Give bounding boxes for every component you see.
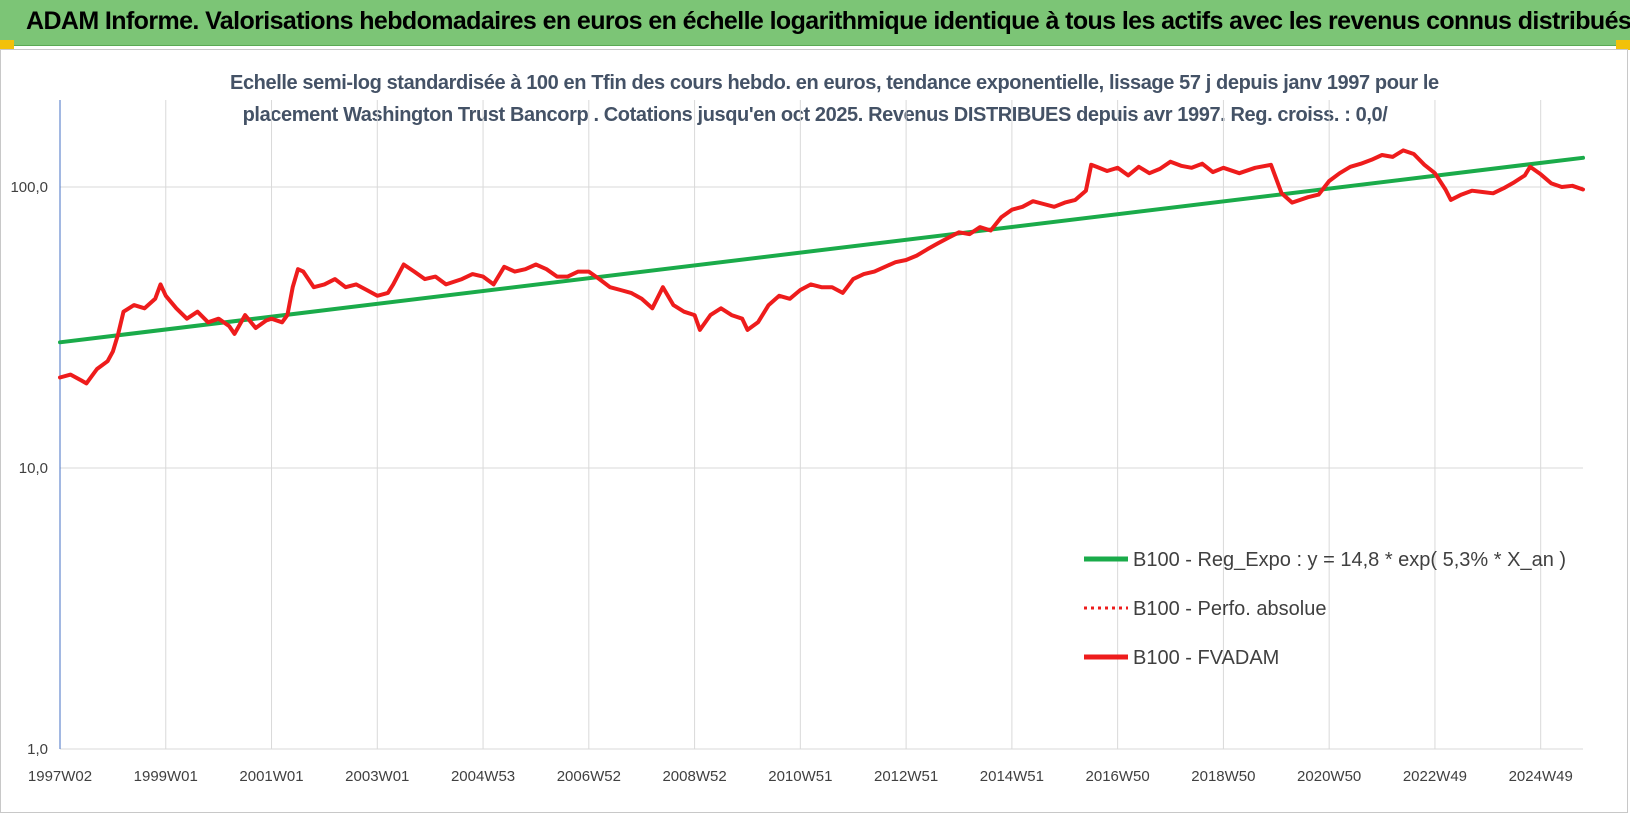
chart-area [0,49,1628,813]
series-line-0 [58,155,1585,345]
x-tick-label: 2001W01 [239,768,303,785]
x-tick-label: 2012W51 [874,768,938,785]
y-tick-label: 1,0 [27,741,48,758]
x-tick-label: 2018W50 [1191,768,1255,785]
x-tick-label: 2008W52 [662,768,726,785]
y-tick-label: 100,0 [10,179,48,196]
y-tick-label: 10,0 [19,460,48,477]
x-tick-label: 2010W51 [768,768,832,785]
x-tick-label: 2024W49 [1509,768,1573,785]
x-tick-label: 2014W51 [980,768,1044,785]
corner-marker-right [1616,40,1630,50]
x-tick-label: 2020W50 [1297,768,1361,785]
corner-marker-left [0,40,14,50]
legend-label-2: B100 - FVADAM [1133,647,1279,669]
x-tick-label: 2004W53 [451,768,515,785]
x-tick-label: 2003W01 [345,768,409,785]
title-banner: ADAM Informe. Valorisations hebdomadaire… [0,0,1630,46]
x-tick-label: 2006W52 [557,768,621,785]
banner-title: ADAM Informe. Valorisations hebdomadaire… [26,7,1630,35]
x-tick-label: 2022W49 [1403,768,1467,785]
x-tick-label: 1997W02 [28,768,92,785]
chart-title-line-2: placement Washington Trust Bancorp . Cot… [242,104,1388,126]
x-tick-label: 2016W50 [1086,768,1150,785]
legend-label-1: B100 - Perfo. absolue [1133,598,1326,620]
x-tick-label: 1999W01 [134,768,198,785]
legend-label-0: B100 - Reg_Expo : y = 14,8 * exp( 5,3% *… [1133,549,1566,571]
chart-title-line-1: Echelle semi-log standardisée à 100 en T… [230,72,1439,94]
series-line-2 [58,148,1585,386]
